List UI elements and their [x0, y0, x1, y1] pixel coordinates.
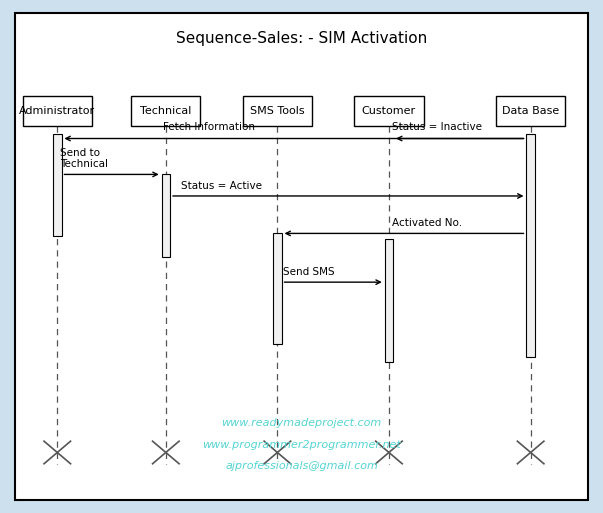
- Bar: [23, 96, 92, 126]
- Bar: [496, 96, 566, 126]
- Bar: [385, 239, 393, 362]
- Text: Data Base: Data Base: [502, 106, 559, 116]
- Bar: [53, 134, 62, 236]
- Text: www.readymadeproject.com: www.readymadeproject.com: [221, 418, 382, 428]
- Text: Status = Active: Status = Active: [181, 181, 262, 191]
- Text: ajprofessionals@gmail.com: ajprofessionals@gmail.com: [225, 461, 378, 471]
- Text: Activated No.: Activated No.: [392, 219, 462, 228]
- Text: Sequence-Sales: - SIM Activation: Sequence-Sales: - SIM Activation: [176, 31, 427, 46]
- Bar: [526, 134, 535, 357]
- Text: Send to
Technical: Send to Technical: [60, 148, 109, 169]
- Text: Fetch Information: Fetch Information: [163, 123, 255, 132]
- Bar: [273, 233, 282, 344]
- Bar: [162, 174, 170, 256]
- Bar: [131, 96, 200, 126]
- Text: Technical: Technical: [140, 106, 192, 116]
- Text: SMS Tools: SMS Tools: [250, 106, 305, 116]
- Text: Administrator: Administrator: [19, 106, 95, 116]
- Text: www.programmer2programmer.net: www.programmer2programmer.net: [202, 440, 401, 450]
- Bar: [242, 96, 312, 126]
- Bar: [355, 96, 423, 126]
- Text: Customer: Customer: [362, 106, 416, 116]
- Text: Send SMS: Send SMS: [283, 267, 335, 277]
- Text: Status = Inactive: Status = Inactive: [392, 123, 482, 132]
